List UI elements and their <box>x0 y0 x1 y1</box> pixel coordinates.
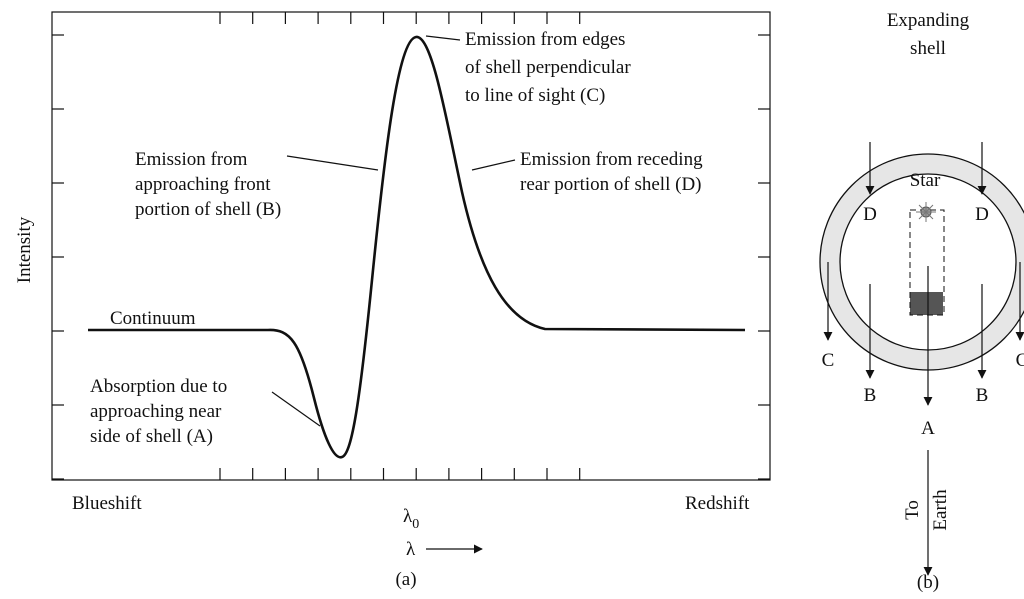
subscript: 0 <box>412 517 419 532</box>
star-rays <box>916 202 936 222</box>
annotation-line: Expanding <box>887 10 970 31</box>
redshift-label: Redshift <box>685 493 750 514</box>
arrows <box>823 142 1024 576</box>
label-a: A <box>921 418 935 439</box>
caption-b: (b) <box>917 572 939 593</box>
absorbing-region <box>910 292 943 315</box>
blueshift-label: Blueshift <box>72 493 142 514</box>
continuum-label: Continuum <box>110 308 196 329</box>
profile-curve <box>88 35 746 459</box>
to-label: To <box>902 500 923 520</box>
label-c: C <box>822 350 835 371</box>
annotation-line: approaching front <box>135 174 271 195</box>
ticks <box>52 12 770 480</box>
star-label: Star <box>910 170 941 191</box>
leader <box>425 35 461 41</box>
annotation-line: Absorption due to <box>90 376 227 397</box>
annotation-line: approaching near <box>90 401 222 422</box>
symbol: λ <box>403 506 413 527</box>
earth-label: Earth <box>930 489 951 531</box>
rest-wavelength: λ0 <box>403 506 419 532</box>
leader <box>471 159 516 171</box>
annotation-line: rear portion of shell (D) <box>520 174 702 195</box>
label-d: D <box>975 204 989 225</box>
annotation-line: Emission from <box>135 149 248 170</box>
x-axis-label: λ <box>406 539 416 560</box>
annotation-line: portion of shell (B) <box>135 199 281 220</box>
annotation-line: side of shell (A) <box>90 426 213 447</box>
annotation-line: of shell perpendicular <box>465 57 631 78</box>
label-b: B <box>976 385 989 406</box>
annotation-line: shell <box>910 38 946 59</box>
line-of-sight-column <box>909 209 945 316</box>
y-axis-label: Intensity <box>14 216 35 283</box>
leader <box>286 155 379 171</box>
leader <box>271 391 321 427</box>
label-c: C <box>1016 350 1024 371</box>
caption-a: (a) <box>395 569 416 590</box>
annotation-line: Emission from edges <box>465 29 625 50</box>
label-b: B <box>864 385 877 406</box>
label-d: D <box>863 204 877 225</box>
plot-frame <box>51 11 771 481</box>
annotation-line: Emission from receding <box>520 149 703 170</box>
annotation-line: to line of sight (C) <box>465 85 605 106</box>
